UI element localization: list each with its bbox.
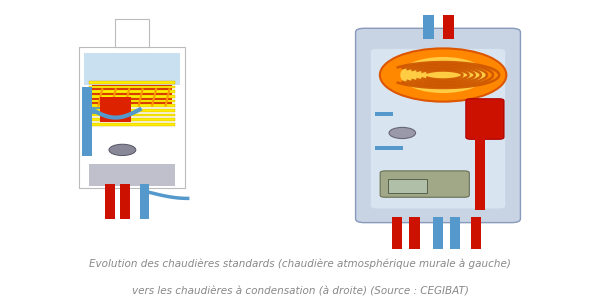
FancyBboxPatch shape	[89, 123, 175, 126]
FancyBboxPatch shape	[92, 85, 172, 105]
FancyBboxPatch shape	[470, 217, 481, 249]
FancyBboxPatch shape	[89, 114, 175, 116]
FancyBboxPatch shape	[89, 90, 175, 93]
FancyBboxPatch shape	[82, 87, 92, 156]
FancyBboxPatch shape	[89, 118, 175, 121]
Circle shape	[400, 57, 486, 93]
FancyBboxPatch shape	[89, 164, 175, 186]
FancyBboxPatch shape	[380, 171, 469, 197]
FancyBboxPatch shape	[392, 217, 403, 249]
FancyBboxPatch shape	[89, 99, 175, 103]
FancyBboxPatch shape	[79, 47, 185, 188]
FancyBboxPatch shape	[140, 184, 149, 219]
FancyBboxPatch shape	[84, 53, 180, 85]
FancyBboxPatch shape	[466, 99, 504, 139]
FancyBboxPatch shape	[422, 15, 434, 38]
Circle shape	[380, 48, 506, 102]
FancyBboxPatch shape	[375, 146, 403, 150]
FancyBboxPatch shape	[371, 49, 505, 209]
FancyBboxPatch shape	[115, 18, 149, 47]
FancyBboxPatch shape	[89, 109, 175, 112]
FancyBboxPatch shape	[89, 104, 175, 107]
FancyBboxPatch shape	[443, 15, 454, 38]
FancyBboxPatch shape	[388, 179, 427, 193]
FancyBboxPatch shape	[475, 135, 485, 210]
FancyBboxPatch shape	[89, 95, 175, 98]
Text: vers les chaudières à condensation (à droite) (Source : CEGIBAT): vers les chaudières à condensation (à dr…	[131, 286, 469, 296]
FancyBboxPatch shape	[100, 97, 131, 122]
FancyBboxPatch shape	[409, 217, 419, 249]
FancyBboxPatch shape	[433, 217, 443, 249]
FancyBboxPatch shape	[86, 107, 126, 116]
FancyBboxPatch shape	[356, 28, 520, 223]
FancyBboxPatch shape	[105, 184, 115, 219]
Circle shape	[389, 128, 416, 139]
FancyBboxPatch shape	[450, 217, 460, 249]
FancyBboxPatch shape	[375, 111, 393, 116]
FancyBboxPatch shape	[89, 86, 175, 88]
FancyBboxPatch shape	[121, 184, 130, 219]
FancyBboxPatch shape	[89, 81, 175, 84]
Circle shape	[109, 144, 136, 156]
Text: Evolution des chaudières standards (chaudière atmosphérique murale à gauche): Evolution des chaudières standards (chau…	[89, 259, 511, 269]
